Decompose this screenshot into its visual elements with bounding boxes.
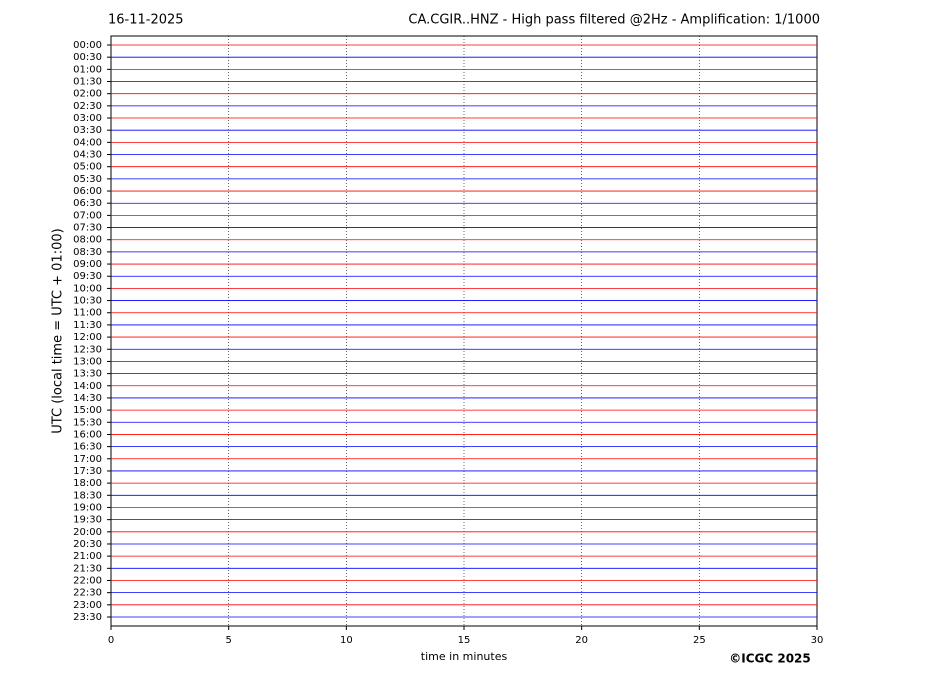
y-tick-label: 17:30	[73, 466, 102, 477]
y-tick-label: 13:30	[73, 369, 102, 380]
y-tick-label: 09:00	[73, 259, 102, 270]
y-tick-label: 17:00	[73, 454, 102, 465]
y-tick-label: 00:00	[73, 40, 102, 51]
y-tick-label: 07:00	[73, 210, 102, 221]
y-tick-label: 22:30	[73, 588, 102, 599]
y-tick-label: 20:00	[73, 527, 102, 538]
y-tick-label: 19:00	[73, 502, 102, 513]
x-tick-label: 30	[811, 635, 824, 646]
y-tick-label: 23:00	[73, 600, 102, 611]
credit: ©ICGC 2025	[729, 652, 811, 666]
y-tick-label: 19:30	[73, 515, 102, 526]
y-tick-label: 16:30	[73, 442, 102, 453]
y-tick-label: 03:30	[73, 125, 102, 136]
y-tick-label: 02:30	[73, 101, 102, 112]
y-tick-label: 18:30	[73, 490, 102, 501]
y-tick-label: 11:00	[73, 308, 102, 319]
y-tick-label: 01:00	[73, 64, 102, 75]
x-tick-label: 10	[340, 635, 353, 646]
x-tick-label: 0	[108, 635, 114, 646]
y-tick-label: 15:30	[73, 417, 102, 428]
y-tick-label: 07:30	[73, 223, 102, 234]
x-tick-label: 15	[458, 635, 471, 646]
y-tick-label: 05:30	[73, 174, 102, 185]
y-tick-label: 12:30	[73, 344, 102, 355]
y-tick-label: 08:00	[73, 235, 102, 246]
y-tick-label: 00:30	[73, 52, 102, 63]
y-tick-label: 14:00	[73, 381, 102, 392]
y-tick-label: 09:30	[73, 271, 102, 282]
y-tick-label: 11:30	[73, 320, 102, 331]
y-tick-label: 16:00	[73, 429, 102, 440]
y-tick-label: 18:00	[73, 478, 102, 489]
y-tick-label: 10:30	[73, 296, 102, 307]
y-tick-label: 12:00	[73, 332, 102, 343]
x-tick-label: 20	[575, 635, 588, 646]
y-axis-label: UTC (local time = UTC + 01:00)	[51, 228, 66, 433]
y-tick-label: 10:00	[73, 283, 102, 294]
y-tick-label: 14:30	[73, 393, 102, 404]
y-tick-label: 22:00	[73, 575, 102, 586]
chart-title: CA.CGIR..HNZ - High pass filtered @2Hz -…	[408, 13, 820, 28]
y-tick-label: 04:30	[73, 150, 102, 161]
x-axis-label: time in minutes	[421, 650, 508, 663]
y-tick-label: 03:00	[73, 113, 102, 124]
y-tick-label: 15:00	[73, 405, 102, 416]
y-tick-label: 05:00	[73, 162, 102, 173]
y-tick-label: 23:30	[73, 612, 102, 623]
y-tick-label: 21:00	[73, 551, 102, 562]
y-tick-label: 06:30	[73, 198, 102, 209]
x-tick-label: 25	[693, 635, 706, 646]
x-tick-label: 5	[225, 635, 231, 646]
y-tick-label: 13:00	[73, 356, 102, 367]
y-tick-label: 08:30	[73, 247, 102, 258]
y-tick-label: 02:00	[73, 89, 102, 100]
y-tick-label: 06:00	[73, 186, 102, 197]
y-tick-label: 20:30	[73, 539, 102, 550]
date: 16-11-2025	[108, 13, 184, 28]
y-tick-label: 04:00	[73, 137, 102, 148]
y-tick-label: 01:30	[73, 77, 102, 88]
y-tick-label: 21:30	[73, 563, 102, 574]
